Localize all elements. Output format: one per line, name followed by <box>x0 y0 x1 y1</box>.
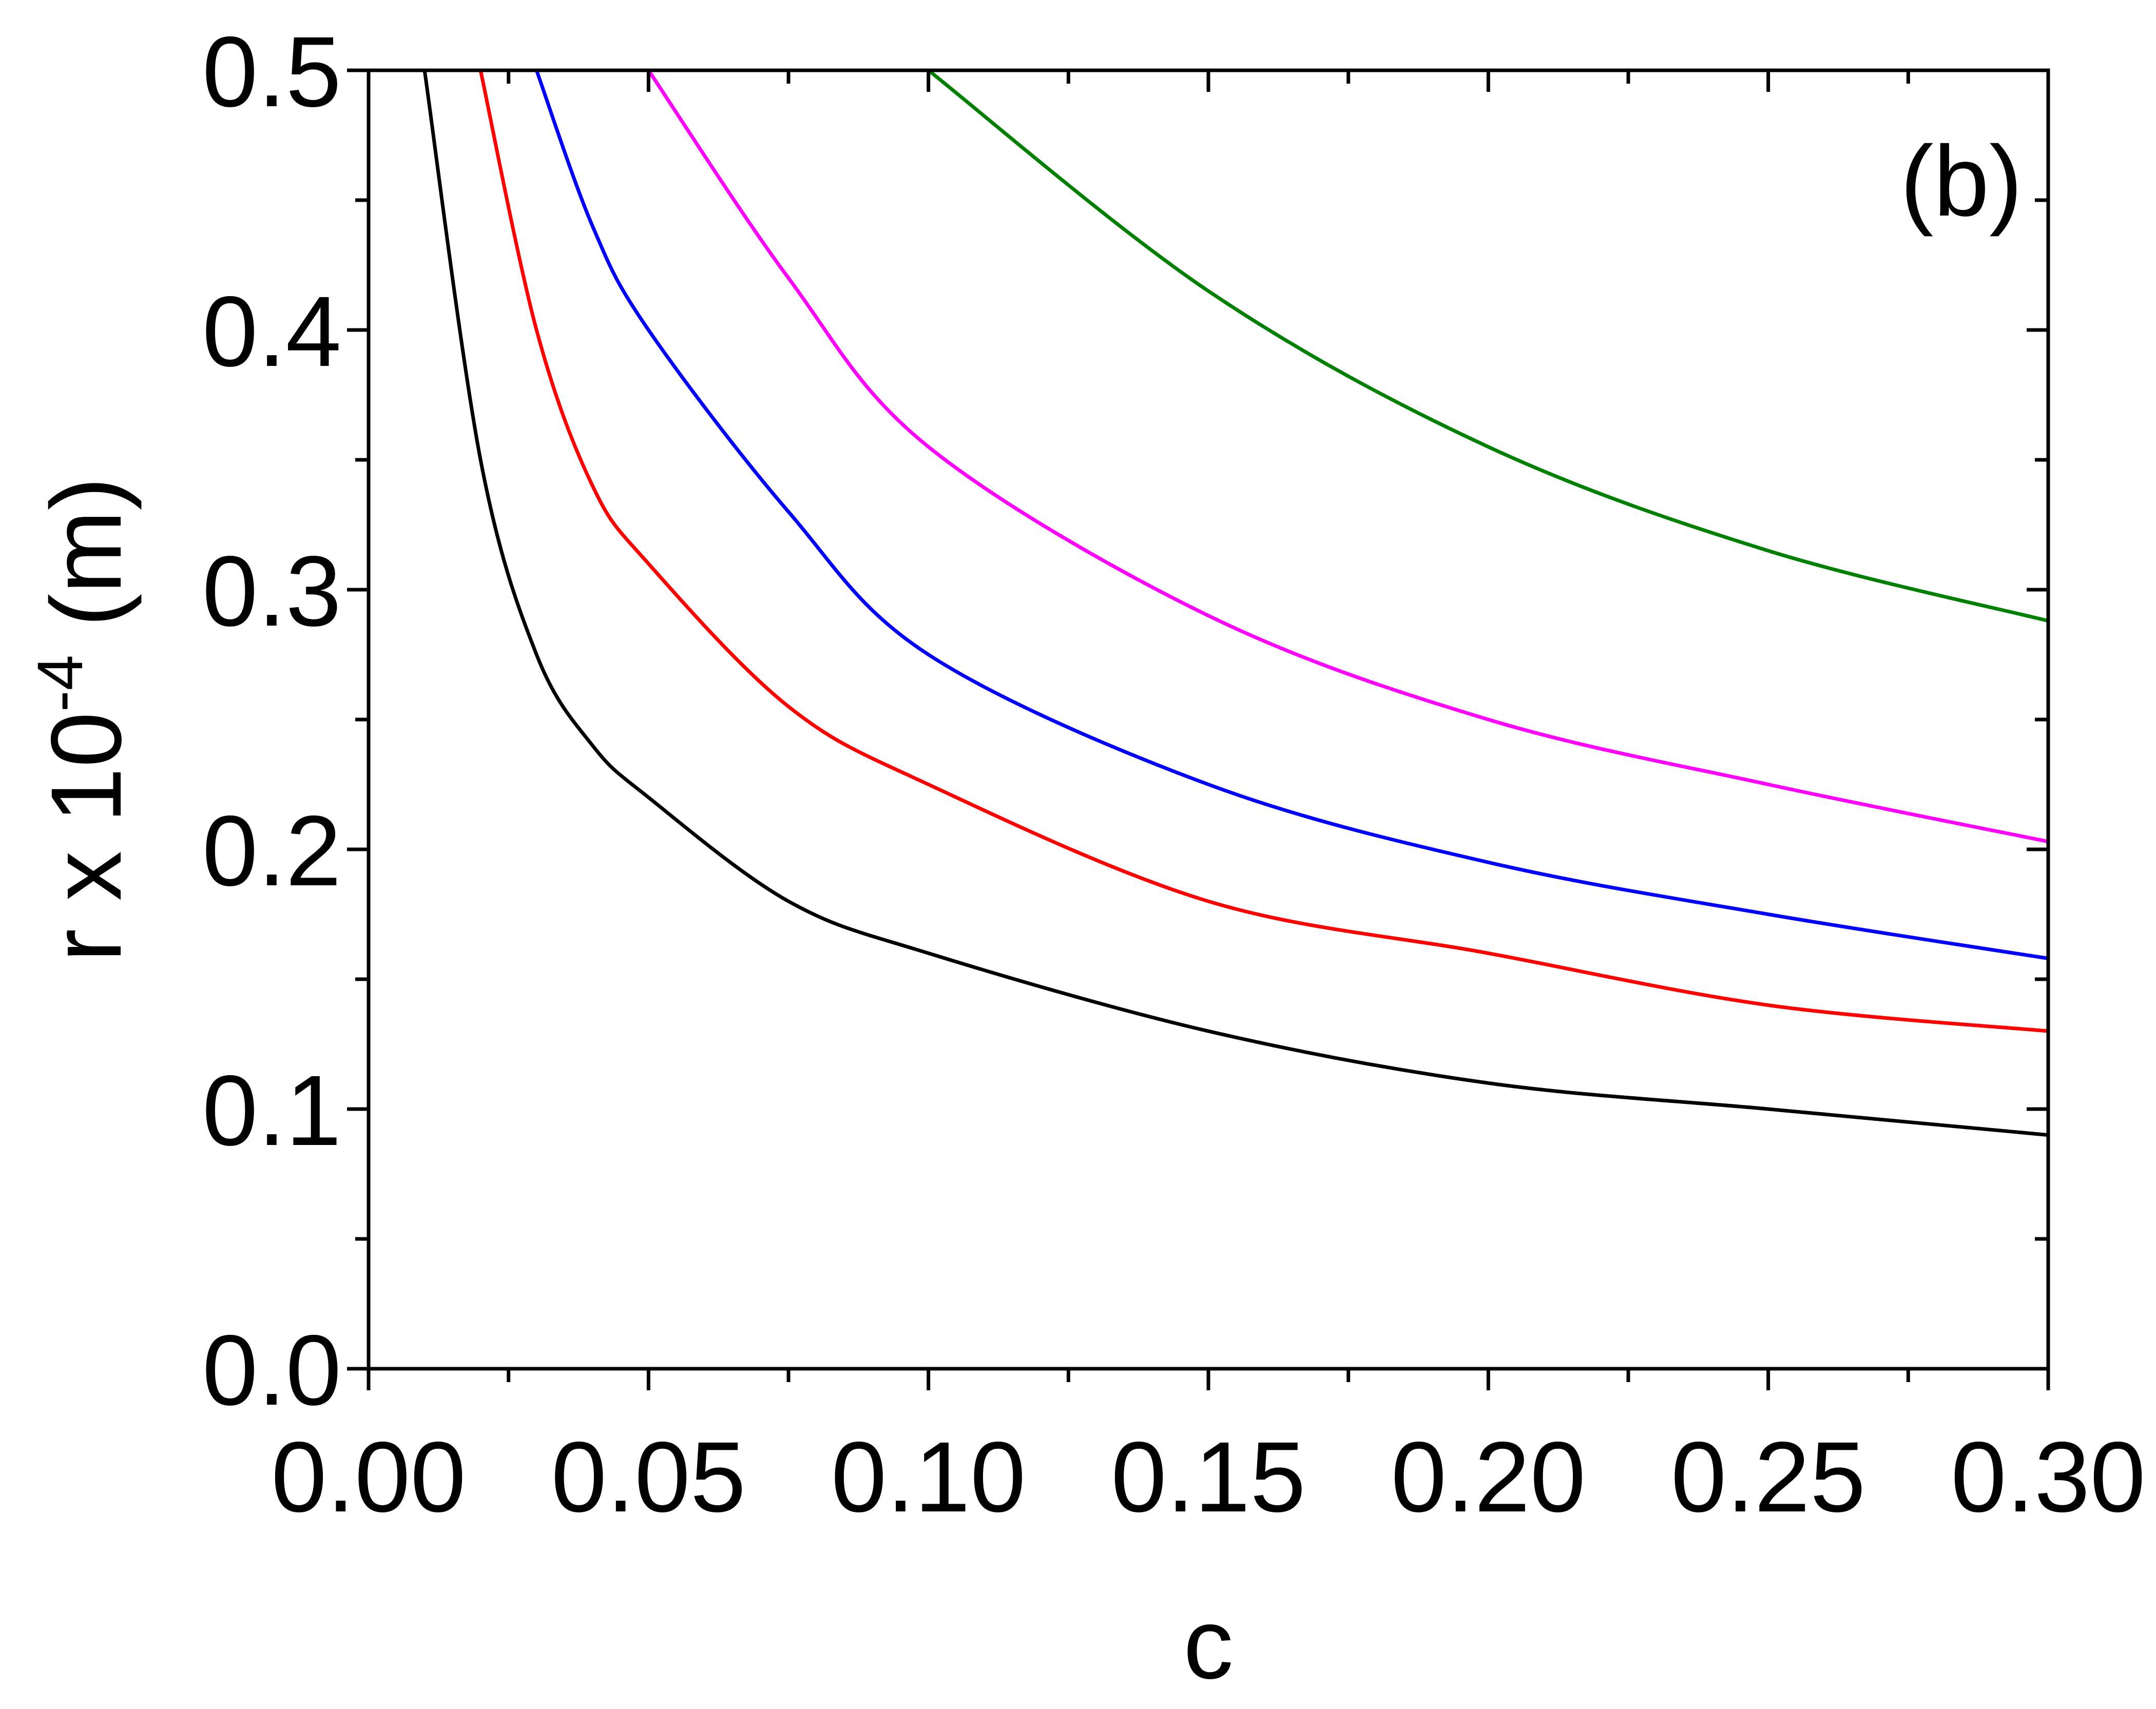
y-tick-label: 0.0 <box>202 1314 341 1426</box>
axis-ticks <box>347 68 2050 1390</box>
x-tick-label: 0.10 <box>831 1421 1026 1533</box>
x-tick-label: 0.00 <box>271 1421 466 1533</box>
y-tick-labels: 0.0 0.1 0.2 0.3 0.4 0.5 <box>202 16 341 1426</box>
x-tick-label: 0.20 <box>1391 1421 1586 1533</box>
x-tick-label: 0.30 <box>1951 1421 2146 1533</box>
series-line-4 <box>647 70 2048 844</box>
y-tick-label: 0.2 <box>202 795 341 907</box>
x-tick-label: 0.05 <box>551 1421 746 1533</box>
x-tick-label: 0.25 <box>1671 1421 1866 1533</box>
series-line-1 <box>422 70 2048 1137</box>
series-curves <box>422 70 2048 1137</box>
series-line-5 <box>927 70 2048 623</box>
plot-frame <box>367 68 2050 1371</box>
y-axis-title-unit: (m) <box>30 477 142 655</box>
y-tick-label: 0.1 <box>202 1055 341 1167</box>
x-tick-labels: 0.00 0.05 0.10 0.15 0.20 0.25 0.30 <box>271 1421 2146 1533</box>
panel-label: (b) <box>1900 125 2023 237</box>
x-tick-label: 0.15 <box>1111 1421 1306 1533</box>
y-axis-title-main: r x 10 <box>30 712 142 962</box>
y-tick-label: 0.4 <box>202 276 341 387</box>
y-axis-title-exponent: -4 <box>25 655 96 712</box>
y-tick-label: 0.3 <box>202 535 341 647</box>
y-axis-title: r x 10-4 (m) <box>25 477 142 962</box>
y-tick-label: 0.5 <box>202 16 341 128</box>
x-axis-title: c <box>1183 1588 1234 1700</box>
series-line-2 <box>478 70 2048 1033</box>
series-line-3 <box>534 70 2048 960</box>
